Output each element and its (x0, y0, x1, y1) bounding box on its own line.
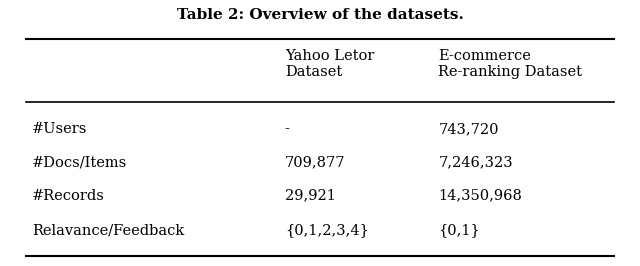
Text: #Docs/Items: #Docs/Items (32, 155, 127, 169)
Text: Table 2: Overview of the datasets.: Table 2: Overview of the datasets. (177, 8, 463, 22)
Text: #Records: #Records (32, 189, 105, 202)
Text: 7,246,323: 7,246,323 (438, 155, 513, 169)
Text: {0,1,2,3,4}: {0,1,2,3,4} (285, 223, 369, 237)
Text: #Users: #Users (32, 122, 88, 136)
Text: Relavance/Feedback: Relavance/Feedback (32, 223, 184, 237)
Text: Yahoo Letor
Dataset: Yahoo Letor Dataset (285, 49, 374, 79)
Text: 29,921: 29,921 (285, 189, 335, 202)
Text: 743,720: 743,720 (438, 122, 499, 136)
Text: -: - (285, 122, 290, 136)
Text: {0,1}: {0,1} (438, 223, 480, 237)
Text: 14,350,968: 14,350,968 (438, 189, 522, 202)
Text: 709,877: 709,877 (285, 155, 346, 169)
Text: E-commerce
Re-ranking Dataset: E-commerce Re-ranking Dataset (438, 49, 582, 79)
